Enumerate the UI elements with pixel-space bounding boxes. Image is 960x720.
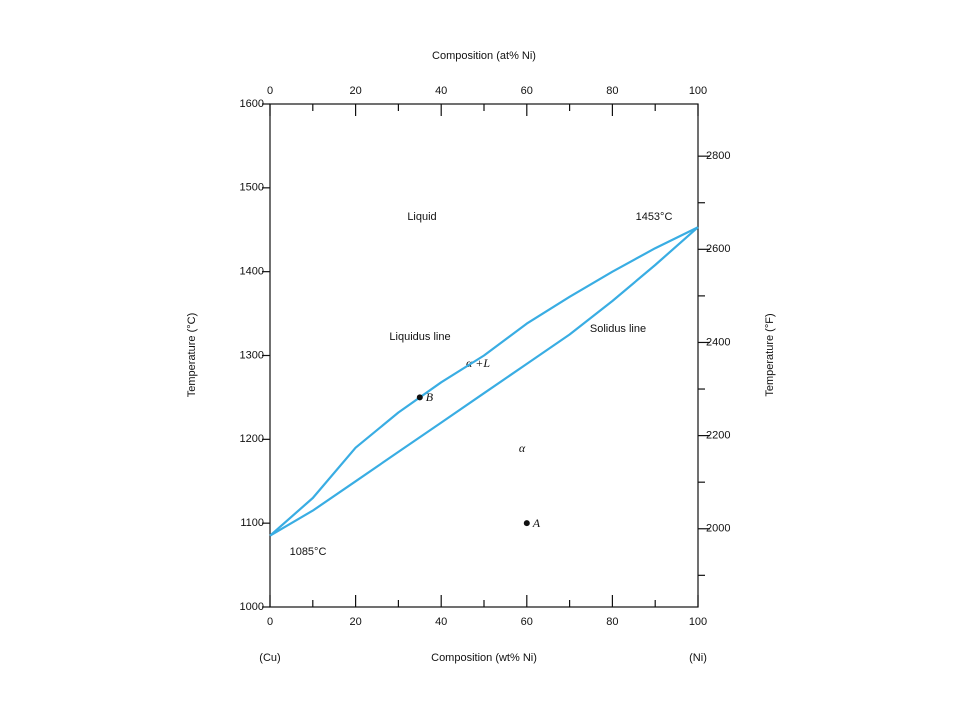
y-tick-label: 1200	[240, 433, 264, 445]
x-tick-label: 80	[606, 616, 618, 628]
x2-tick-label: 40	[435, 85, 447, 97]
point	[416, 394, 423, 401]
x2-tick-label: 80	[606, 85, 618, 97]
annotation: 1085°C	[290, 546, 327, 558]
x-tick-label: 0	[267, 616, 273, 628]
point-label: B	[426, 390, 434, 404]
y2-tick-label: 2600	[706, 243, 730, 255]
annotation: Liquid	[407, 211, 436, 223]
annotation: (Cu)	[259, 652, 280, 664]
x2-tick-label: 60	[521, 85, 533, 97]
x-tick-label: 20	[349, 616, 361, 628]
x-tick-label: 60	[521, 616, 533, 628]
y-tick-label: 1000	[240, 601, 264, 613]
y-tick-label: 1400	[240, 266, 264, 278]
top-axis-title: Composition (at% Ni)	[432, 50, 536, 62]
y2-tick-label: 2800	[706, 150, 730, 162]
point-label: A	[532, 516, 541, 530]
y-tick-label: 1500	[240, 182, 264, 194]
phase-line	[269, 226, 699, 537]
y2-axis-title: Temperature (°F)	[764, 313, 776, 396]
y2-tick-label: 2400	[706, 336, 730, 348]
y-axis-title: Temperature (°C)	[186, 313, 198, 397]
annotation: α +L	[466, 356, 490, 370]
y-tick-label: 1100	[240, 517, 264, 529]
point	[523, 520, 530, 527]
x2-tick-label: 20	[349, 85, 361, 97]
annotation: 1453°C	[636, 211, 673, 223]
x-tick-label: 100	[689, 616, 707, 628]
x-axis-title: Composition (wt% Ni)	[431, 652, 537, 664]
annotation: Solidus line	[590, 323, 646, 335]
y-tick-label: 1600	[240, 98, 264, 110]
annotation: α	[519, 441, 526, 455]
y2-tick-label: 2200	[706, 430, 730, 442]
x2-tick-label: 0	[267, 85, 273, 97]
x-tick-label: 40	[435, 616, 447, 628]
y2-tick-label: 2000	[706, 523, 730, 535]
phase-line	[269, 226, 699, 537]
x2-tick-label: 100	[689, 85, 707, 97]
y-tick-label: 1300	[240, 349, 264, 361]
annotation: Liquidus line	[389, 331, 450, 343]
annotation: (Ni)	[689, 652, 707, 664]
